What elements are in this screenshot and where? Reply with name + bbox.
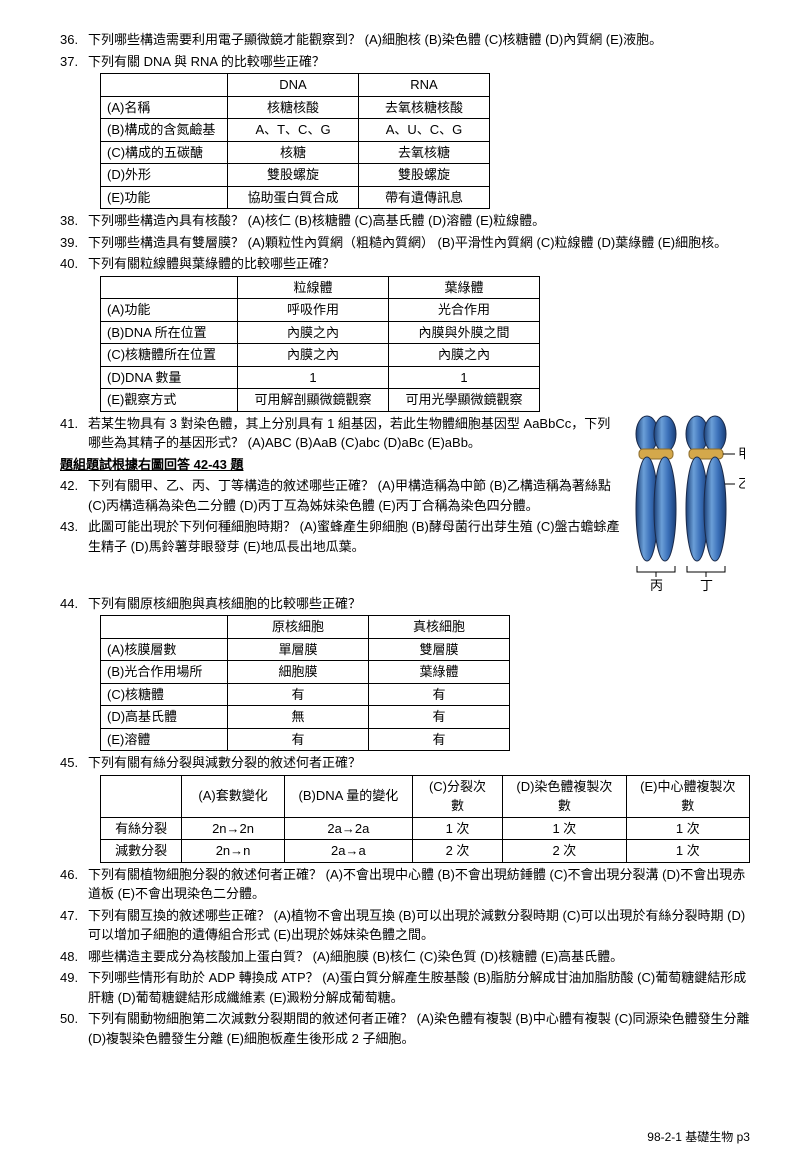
q-num: 49. <box>60 968 88 1007</box>
page-footer: 98-2-1 基礎生物 p3 <box>60 1128 750 1146</box>
q-text: 下列有關有絲分裂與減數分裂的敘述何者正確？ <box>88 753 750 773</box>
q-text: 下列哪些構造需要利用電子顯微鏡才能觀察到？ (A)細胞核 (B)染色體 (C)核… <box>88 30 750 50</box>
q-num: 41. <box>60 414 88 453</box>
label-bing: 丙 <box>650 578 663 593</box>
q-text: 下列有關互換的敘述哪些正確？ (A)植物不會出現互換 (B)可以出現於減數分裂時… <box>88 906 750 945</box>
q-text: 下列有關 DNA 與 RNA 的比較哪些正確？ <box>88 52 750 72</box>
table-45: (A)套數變化(B)DNA 量的變化(C)分裂次數(D)染色體複製次數(E)中心… <box>100 775 750 863</box>
table-44: 原核細胞真核細胞 (A)核膜層數單層膜雙層膜 (B)光合作用場所細胞膜葉綠體 (… <box>100 615 510 751</box>
section-heading: 題組題試根據右圖回答 42-43 題 <box>60 455 620 475</box>
q-num: 44. <box>60 594 88 614</box>
q-num: 50. <box>60 1009 88 1048</box>
question-48: 48.哪些構造主要成分為核酸加上蛋白質？ (A)細胞膜 (B)核仁 (C)染色質… <box>60 947 750 967</box>
q-num: 36. <box>60 30 88 50</box>
q-num: 46. <box>60 865 88 904</box>
question-42: 42.下列有關甲、乙、丙、丁等構造的敘述哪些正確？ (A)甲構造稱為中節 (B)… <box>60 476 620 515</box>
label-ding: 丁 <box>700 578 713 593</box>
chromosome-figure: 甲 乙 丙 丁 <box>620 414 750 594</box>
q-num: 39. <box>60 233 88 253</box>
q-num: 40. <box>60 254 88 274</box>
question-43: 43.此圖可能出現於下列何種細胞時期？ (A)蜜蜂產生卵細胞 (B)酵母菌行出芽… <box>60 517 620 556</box>
q-text: 下列有關植物細胞分裂的敘述何者正確？ (A)不會出現中心體 (B)不會出現紡錘體… <box>88 865 750 904</box>
q-text: 下列有關動物細胞第二次減數分裂期間的敘述何者正確？ (A)染色體有複製 (B)中… <box>88 1009 750 1048</box>
question-50: 50.下列有關動物細胞第二次減數分裂期間的敘述何者正確？ (A)染色體有複製 (… <box>60 1009 750 1048</box>
q-num: 38. <box>60 211 88 231</box>
q-text: 下列有關甲、乙、丙、丁等構造的敘述哪些正確？ (A)甲構造稱為中節 (B)乙構造… <box>88 476 620 515</box>
question-38: 38.下列哪些構造內具有核酸？ (A)核仁 (B)核糖體 (C)高基氏體 (D)… <box>60 211 750 231</box>
question-40: 40.下列有關粒線體與葉綠體的比較哪些正確？ <box>60 254 750 274</box>
question-45: 45.下列有關有絲分裂與減數分裂的敘述何者正確？ <box>60 753 750 773</box>
q-num: 48. <box>60 947 88 967</box>
question-44: 44.下列有關原核細胞與真核細胞的比較哪些正確？ <box>60 594 750 614</box>
q-text: 哪些構造主要成分為核酸加上蛋白質？ (A)細胞膜 (B)核仁 (C)染色質 (D… <box>88 947 750 967</box>
q-text: 下列有關粒線體與葉綠體的比較哪些正確？ <box>88 254 750 274</box>
question-37: 37.下列有關 DNA 與 RNA 的比較哪些正確？ <box>60 52 750 72</box>
question-41: 41.若某生物具有 3 對染色體，其上分別具有 1 組基因，若此生物體細胞基因型… <box>60 414 620 453</box>
q-text: 若某生物具有 3 對染色體，其上分別具有 1 組基因，若此生物體細胞基因型 Aa… <box>88 414 620 453</box>
q-text: 此圖可能出現於下列何種細胞時期？ (A)蜜蜂產生卵細胞 (B)酵母菌行出芽生殖 … <box>88 517 620 556</box>
q-num: 42. <box>60 476 88 515</box>
question-47: 47.下列有關互換的敘述哪些正確？ (A)植物不會出現互換 (B)可以出現於減數… <box>60 906 750 945</box>
label-yi: 乙 <box>738 476 745 491</box>
question-39: 39.下列哪些構造具有雙層膜？ (A)顆粒性內質網（粗糙內質網） (B)平滑性內… <box>60 233 750 253</box>
label-jia: 甲 <box>738 446 745 461</box>
q-text: 下列哪些情形有助於 ADP 轉換成 ATP？ (A)蛋白質分解產生胺基酸 (B)… <box>88 968 750 1007</box>
table-37: DNARNA (A)名稱核糖核酸去氧核糖核酸 (B)構成的含氮鹼基A、T、C、G… <box>100 73 490 209</box>
question-49: 49.下列哪些情形有助於 ADP 轉換成 ATP？ (A)蛋白質分解產生胺基酸 … <box>60 968 750 1007</box>
q-text: 下列哪些構造具有雙層膜？ (A)顆粒性內質網（粗糙內質網） (B)平滑性內質網 … <box>88 233 750 253</box>
q-num: 47. <box>60 906 88 945</box>
q-text: 下列哪些構造內具有核酸？ (A)核仁 (B)核糖體 (C)高基氏體 (D)溶體 … <box>88 211 750 231</box>
table-40: 粒線體葉綠體 (A)功能呼吸作用光合作用 (B)DNA 所在位置內膜之內內膜與外… <box>100 276 540 412</box>
question-46: 46.下列有關植物細胞分裂的敘述何者正確？ (A)不會出現中心體 (B)不會出現… <box>60 865 750 904</box>
q-text: 下列有關原核細胞與真核細胞的比較哪些正確？ <box>88 594 750 614</box>
question-36: 36.下列哪些構造需要利用電子顯微鏡才能觀察到？ (A)細胞核 (B)染色體 (… <box>60 30 750 50</box>
q-num: 45. <box>60 753 88 773</box>
q-num: 43. <box>60 517 88 556</box>
q-num: 37. <box>60 52 88 72</box>
